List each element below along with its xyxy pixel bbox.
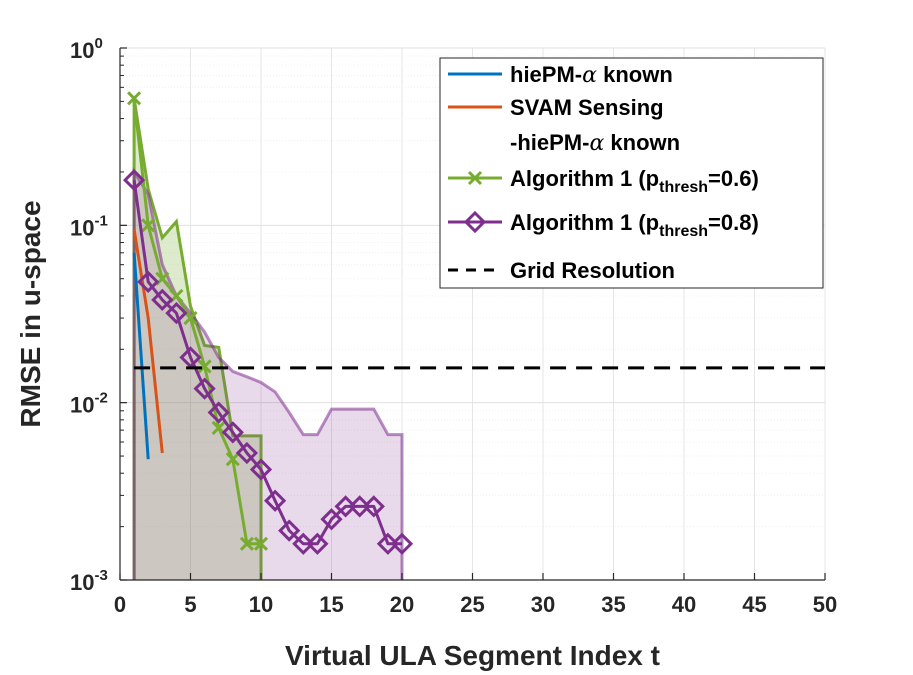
data-point — [141, 218, 156, 233]
x-tick-label: 10 — [249, 592, 273, 617]
data-point — [137, 270, 160, 293]
x-tick-label: 15 — [319, 592, 343, 617]
legend-label-hiepm: hiePM-α known — [510, 62, 673, 88]
series-0 — [132, 252, 150, 460]
series-1 — [132, 229, 164, 454]
series-line — [132, 98, 261, 546]
legend-label-svam-line1: SVAM Sensing — [510, 95, 664, 120]
legend-label-svam-line2: -hiePM-α known — [510, 130, 680, 156]
y-tick-label: 10-2 — [70, 390, 108, 418]
x-marker-stroke — [197, 359, 212, 374]
data-point — [193, 377, 216, 400]
data-point — [239, 536, 254, 551]
series-line — [132, 229, 164, 454]
x-marker-stroke — [211, 420, 226, 436]
data-point — [207, 401, 230, 424]
x-marker-stroke — [225, 452, 240, 467]
data-point — [278, 519, 301, 542]
data-point — [249, 458, 273, 481]
x-tick-label: 40 — [672, 592, 696, 617]
x-tick-label: 50 — [813, 592, 837, 617]
data-point — [253, 536, 269, 551]
data-point — [165, 301, 188, 325]
y-tick-label: 100 — [70, 35, 103, 63]
data-point — [127, 91, 142, 106]
x-marker-stroke — [467, 170, 483, 186]
legend-label-grid-resolution: Grid Resolution — [510, 258, 675, 283]
series-3 — [122, 168, 414, 555]
data-point — [320, 508, 343, 531]
data-point — [362, 495, 385, 518]
legend-label-alg1-06: Algorithm 1 (pthresh=0.6) — [510, 166, 759, 196]
y-axis-label: RMSE in u-space — [15, 200, 46, 427]
legend-x-marker — [467, 170, 483, 186]
x-tick-label: 25 — [460, 592, 484, 617]
x-tick-label: 30 — [531, 592, 555, 617]
axes — [119, 47, 826, 581]
series-line — [132, 252, 150, 460]
data-point — [306, 532, 329, 555]
data-point — [122, 168, 146, 192]
shaded-band-1 — [134, 171, 402, 580]
x-tick-label: 0 — [114, 592, 126, 617]
legend-marker-diamond-icon — [463, 210, 487, 234]
data-point — [225, 452, 240, 467]
data-point — [179, 346, 202, 369]
legend-label-alg1-08: Algorithm 1 (pthresh=0.8) — [510, 210, 759, 240]
legend: hiePM-α known SVAM Sensing -hiePM-α know… — [439, 57, 824, 289]
legend-marker-x-icon — [467, 170, 483, 186]
x-marker-stroke — [239, 536, 254, 551]
legend-box — [439, 57, 824, 289]
shaded-band-edge-1 — [132, 166, 404, 580]
data-series — [122, 91, 825, 555]
x-axis-label: Virtual ULA Segment Index t — [285, 640, 660, 671]
x-marker-stroke — [141, 218, 156, 233]
y-tick-labels: 100 10-1 10-2 10-3 — [70, 35, 108, 595]
data-point — [151, 288, 174, 311]
y-tick-label: 10-1 — [70, 212, 108, 240]
data-point — [263, 489, 287, 512]
x-tick-labels: 0 5 10 15 20 25 30 35 40 45 50 — [114, 592, 837, 617]
legend-diamond-marker — [463, 210, 487, 234]
data-point — [235, 441, 259, 465]
data-point — [390, 532, 414, 555]
x-tick-label: 20 — [390, 592, 414, 617]
x-marker-stroke — [183, 310, 198, 326]
x-marker-stroke — [127, 91, 142, 106]
x-marker-stroke — [253, 536, 269, 551]
x-tick-label: 35 — [601, 592, 625, 617]
x-tick-label: 45 — [742, 592, 766, 617]
shaded-band-edge-0 — [132, 98, 263, 580]
data-point — [197, 359, 212, 374]
data-point — [221, 421, 244, 444]
x-tick-label: 5 — [184, 592, 196, 617]
y-tick-label: 10-3 — [70, 567, 108, 595]
